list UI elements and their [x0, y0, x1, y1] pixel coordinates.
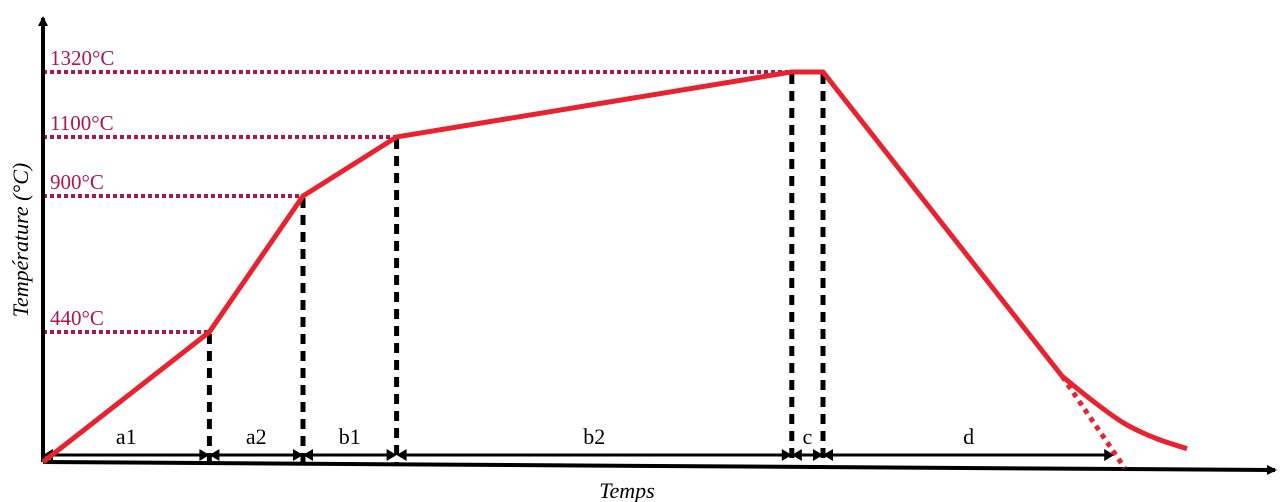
- curves: [41, 69, 1188, 470]
- temp-label-900: 900°C: [50, 170, 104, 194]
- phase-arrowhead-end-b1: [386, 449, 397, 461]
- x-axis: [42, 460, 1277, 475]
- phase-arrowhead-start-b2: [396, 449, 407, 461]
- phase-arrowhead-start-b1: [303, 449, 313, 461]
- cooling-curve: [1060, 374, 1188, 452]
- phase-arrowhead-start-c: [791, 449, 802, 461]
- phase-label-a2: a2: [246, 424, 267, 449]
- phase-arrowhead-end-a1: [199, 449, 210, 461]
- phase-label-a1: a1: [116, 424, 137, 449]
- phase-duration-arrows: [43, 449, 1115, 461]
- phase-labels: a1 a2 b1 b2 c d: [116, 424, 974, 449]
- phase-label-b1: b1: [339, 424, 361, 449]
- phase-label-b2: b2: [583, 424, 605, 449]
- phase-arrowhead-end-c: [813, 449, 823, 461]
- phase-arrowhead-start-a2: [209, 449, 220, 461]
- phase-arrowhead-end-d: [1104, 449, 1115, 461]
- phase-arrowhead-end-a2: [293, 449, 303, 461]
- phase-arrowhead-end-b2: [781, 449, 792, 461]
- temperature-reference-lines: [43, 69, 792, 334]
- phase-divider-lines: [206, 73, 826, 466]
- temp-label-1320: 1320°C: [50, 46, 114, 70]
- phase-label-d: d: [963, 424, 974, 449]
- temp-label-440: 440°C: [50, 306, 104, 330]
- phase-arrowhead-start-d: [823, 449, 833, 461]
- temperature-labels: 440°C 900°C 1100°C 1320°C: [50, 46, 114, 330]
- phase-label-c: c: [803, 424, 813, 449]
- x-axis-title: Temps: [599, 478, 654, 502]
- y-axis-title: Température (°C): [8, 163, 33, 317]
- temperature-profile-line: [41, 69, 1065, 464]
- cooling-extrapolation-line: [1060, 374, 1127, 470]
- temp-label-1100: 1100°C: [50, 111, 114, 135]
